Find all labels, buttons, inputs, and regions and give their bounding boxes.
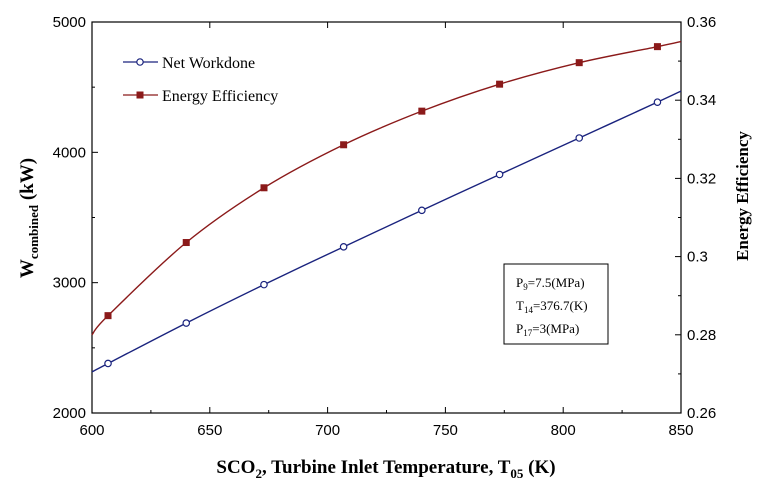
y-tick-label: 4000 bbox=[53, 144, 86, 161]
x-tick-label: 700 bbox=[315, 422, 340, 439]
x-tick-label: 850 bbox=[668, 422, 693, 439]
series-line-energy-efficiency bbox=[91, 40, 682, 336]
y2-tick-label: 0.34 bbox=[687, 92, 716, 109]
y2-tick-label: 0.32 bbox=[687, 170, 716, 187]
y-axis-right: 0.26 0.28 0.3 0.32 0.34 0.36 bbox=[675, 14, 716, 422]
net-workdone-point bbox=[653, 98, 662, 106]
net-workdone-point bbox=[104, 359, 112, 368]
y-axis-right-title: Energy Efficiency bbox=[733, 131, 752, 261]
net-workdone-point bbox=[260, 280, 268, 289]
net-workdone-point bbox=[339, 243, 348, 251]
parameter-annotation: P9=7.5(MPa) T14=376.7(K) P17=3(MPa) bbox=[503, 263, 609, 345]
annotation-line-p17: P17=3(MPa) bbox=[516, 321, 579, 338]
x-tick-label: 600 bbox=[79, 422, 104, 439]
x-tick-label: 800 bbox=[551, 422, 576, 439]
energy-efficiency-point bbox=[418, 107, 426, 115]
x-tick-label: 750 bbox=[433, 422, 458, 439]
series-layer bbox=[91, 40, 682, 373]
annotation-line-p9: P9=7.5(MPa) bbox=[516, 275, 585, 292]
net-workdone-point bbox=[418, 206, 426, 215]
net-workdone-point bbox=[182, 319, 191, 327]
net-workdone-point bbox=[495, 170, 504, 179]
legend: Net Workdone Energy Efficiency bbox=[123, 55, 278, 105]
legend-label-energy-efficiency: Energy Efficiency bbox=[162, 88, 278, 105]
y2-tick-label: 0.28 bbox=[687, 327, 716, 344]
energy-efficiency-point bbox=[260, 184, 268, 192]
series-line-net-workdone bbox=[91, 90, 682, 373]
y-axis-left: 2000 3000 4000 5000 bbox=[53, 14, 98, 422]
y-tick-label: 2000 bbox=[53, 405, 86, 422]
x-axis-title: SCO2, Turbine Inlet Temperature, T05 (K) bbox=[216, 457, 555, 481]
energy-efficiency-point bbox=[340, 141, 348, 149]
y2-tick-label: 0.26 bbox=[687, 405, 716, 422]
net-workdone-point bbox=[575, 134, 584, 142]
legend-label-net-workdone: Net Workdone bbox=[162, 55, 255, 72]
annotation-box bbox=[503, 263, 609, 345]
energy-efficiency-point bbox=[104, 312, 112, 320]
energy-efficiency-point bbox=[653, 43, 661, 51]
annotation-line-t14: T14=376.7(K) bbox=[516, 298, 588, 315]
y-tick-label: 3000 bbox=[53, 275, 86, 292]
y2-tick-label: 0.3 bbox=[687, 249, 708, 266]
x-axis: 600 650 700 750 800 850 bbox=[79, 22, 694, 439]
energy-efficiency-point bbox=[182, 239, 190, 247]
legend-marker-energy-efficiency bbox=[136, 91, 144, 99]
y2-tick-label: 0.36 bbox=[687, 14, 716, 31]
plot-frame bbox=[91, 21, 682, 414]
y-tick-label: 5000 bbox=[53, 14, 86, 31]
energy-efficiency-point bbox=[575, 59, 583, 67]
legend-marker-net-workdone bbox=[136, 58, 144, 66]
energy-efficiency-point bbox=[496, 80, 504, 88]
x-tick-label: 650 bbox=[197, 422, 222, 439]
y-axis-left-title: Wcombined (kW) bbox=[17, 158, 41, 278]
